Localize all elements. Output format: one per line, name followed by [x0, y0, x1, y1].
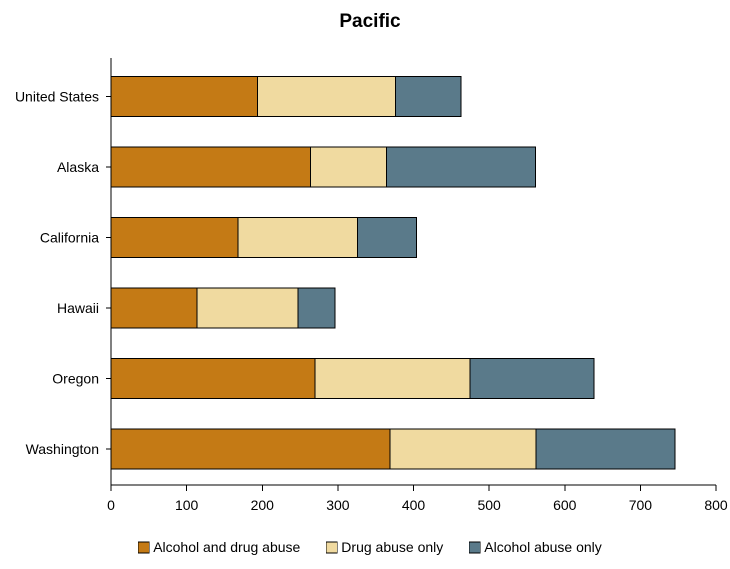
category-label-california: California: [40, 230, 99, 246]
x-tick-label-400: 400: [402, 497, 426, 513]
legend-label-drug-abuse-only: Drug abuse only: [341, 539, 443, 555]
category-label-oregon: Oregon: [52, 371, 99, 387]
legend-label-alcohol-abuse-only: Alcohol abuse only: [484, 539, 602, 555]
bar-oregon-alcohol-and-drug-abuse: [110, 358, 316, 399]
bar-oregon-alcohol-abuse-only: [469, 358, 595, 399]
bar-california-drug-abuse-only: [237, 217, 359, 258]
category-label-united-states: United States: [15, 89, 99, 105]
bar-alaska-alcohol-and-drug-abuse: [110, 146, 312, 188]
x-tick-label-300: 300: [326, 497, 350, 513]
x-tick-label-100: 100: [175, 497, 199, 513]
category-label-hawaii: Hawaii: [57, 300, 99, 316]
chart-title: Pacific: [339, 11, 401, 32]
legend-item-alcohol-and-drug-abuse: Alcohol and drug abuse: [137, 539, 301, 555]
bar-hawaii-drug-abuse-only: [196, 287, 299, 329]
x-tick-label-0: 0: [107, 497, 115, 513]
category-label-washington: Washington: [26, 441, 99, 457]
bar-washington-alcohol-and-drug-abuse: [110, 428, 391, 470]
bar-oregon-drug-abuse-only: [314, 358, 471, 399]
legend-item-drug-abuse-only: Drug abuse only: [325, 539, 443, 555]
legend-swatch-alcohol-abuse-only: [468, 541, 481, 554]
x-tick-label-600: 600: [553, 497, 577, 513]
x-tick-label-200: 200: [251, 497, 275, 513]
bar-alaska-drug-abuse-only: [310, 146, 387, 188]
x-tick-label-800: 800: [704, 497, 728, 513]
bar-washington-drug-abuse-only: [389, 428, 537, 470]
x-tick-label-500: 500: [477, 497, 501, 513]
bar-washington-alcohol-abuse-only: [535, 428, 676, 470]
bar-hawaii-alcohol-abuse-only: [297, 287, 336, 329]
bars-group: [110, 76, 676, 470]
legend-swatch-alcohol-and-drug-abuse: [137, 541, 150, 554]
bar-united-states-drug-abuse-only: [257, 76, 396, 117]
legend: Alcohol and drug abuse Drug abuse only Alc…: [137, 539, 602, 555]
bar-california-alcohol-and-drug-abuse: [110, 217, 239, 258]
bar-alaska-alcohol-abuse-only: [385, 146, 536, 188]
legend-swatch-drug-abuse-only: [325, 541, 338, 554]
x-tick-label-700: 700: [629, 497, 653, 513]
category-label-alaska: Alaska: [57, 159, 99, 175]
bar-united-states-alcohol-abuse-only: [394, 76, 462, 117]
legend-label-alcohol-and-drug-abuse: Alcohol and drug abuse: [153, 539, 300, 555]
bar-california-alcohol-abuse-only: [357, 217, 418, 258]
bar-united-states-alcohol-and-drug-abuse: [110, 76, 259, 117]
legend-item-alcohol-abuse-only: Alcohol abuse only: [468, 539, 602, 555]
bar-hawaii-alcohol-and-drug-abuse: [110, 287, 198, 329]
axes-group: United States Alaska California Hawaii Orego…: [15, 58, 728, 513]
